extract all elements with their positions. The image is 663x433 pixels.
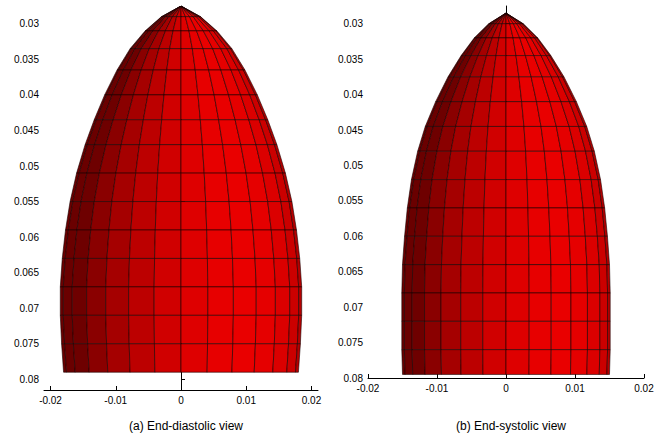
svg-text:0.08: 0.08 — [20, 374, 40, 385]
svg-text:0.07: 0.07 — [20, 303, 40, 314]
svg-text:(a) End-diastolic view: (a) End-diastolic view — [129, 419, 243, 433]
svg-text:0.02: 0.02 — [302, 395, 322, 406]
svg-text:0.035: 0.035 — [338, 54, 363, 65]
svg-text:0.08: 0.08 — [343, 372, 363, 384]
svg-text:0.01: 0.01 — [237, 395, 257, 406]
svg-text:0.065: 0.065 — [338, 266, 363, 277]
svg-text:0.075: 0.075 — [338, 337, 363, 348]
svg-text:0.06: 0.06 — [20, 232, 40, 243]
svg-text:0.06: 0.06 — [344, 231, 364, 242]
svg-text:0.045: 0.045 — [14, 125, 39, 136]
svg-text:0.045: 0.045 — [338, 125, 363, 136]
svg-text:0.05: 0.05 — [344, 160, 364, 171]
svg-text:0.055: 0.055 — [338, 195, 363, 206]
svg-text:-0.02: -0.02 — [357, 383, 380, 394]
svg-text:-0.02: -0.02 — [39, 395, 62, 406]
svg-text:0: 0 — [503, 383, 509, 394]
svg-text:0.02: 0.02 — [634, 383, 654, 394]
svg-text:0.01: 0.01 — [565, 383, 585, 394]
svg-text:0.04: 0.04 — [20, 89, 40, 100]
svg-text:-0.01: -0.01 — [426, 383, 449, 394]
svg-text:0.04: 0.04 — [344, 89, 364, 100]
svg-text:0.03: 0.03 — [20, 18, 40, 29]
svg-text:0.065: 0.065 — [14, 267, 39, 278]
svg-text:0.035: 0.035 — [14, 54, 39, 65]
svg-text:0: 0 — [178, 395, 184, 406]
svg-text:-0.01: -0.01 — [104, 395, 127, 406]
svg-text:0.055: 0.055 — [14, 196, 39, 207]
svg-text:0.05: 0.05 — [20, 161, 40, 172]
svg-text:(b) End-systolic view: (b) End-systolic view — [456, 419, 566, 433]
svg-text:0.03: 0.03 — [344, 18, 364, 29]
svg-text:0.07: 0.07 — [344, 302, 364, 313]
svg-text:0.075: 0.075 — [14, 338, 39, 349]
